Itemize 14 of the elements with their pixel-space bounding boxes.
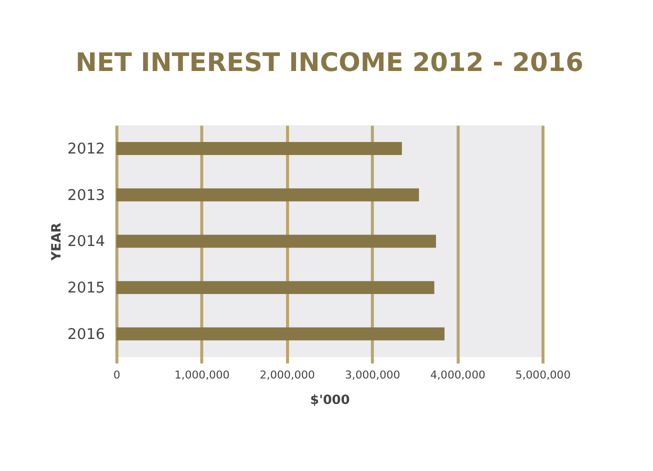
- y-tick-label: 2013: [67, 186, 106, 204]
- x-tick-label: 1,000,000: [174, 368, 230, 382]
- x-tick-label: 3,000,000: [344, 368, 400, 382]
- x-tick-label: 4,000,000: [430, 368, 486, 382]
- y-axis-title: YEAR: [49, 222, 64, 262]
- x-axis-title: $'000: [310, 392, 350, 408]
- x-tick-label: 0: [113, 368, 120, 382]
- y-tick-label: 2012: [67, 140, 106, 158]
- y-tick-label: 2014: [67, 233, 106, 250]
- x-tick-label: 5,000,000: [515, 368, 571, 382]
- y-tick-label: 2016: [67, 326, 106, 343]
- x-tick-label: 2,000,000: [260, 368, 316, 382]
- y-tick-label: 2015: [67, 279, 106, 296]
- chart-title: NET INTEREST INCOME 2012 - 2016: [75, 48, 584, 78]
